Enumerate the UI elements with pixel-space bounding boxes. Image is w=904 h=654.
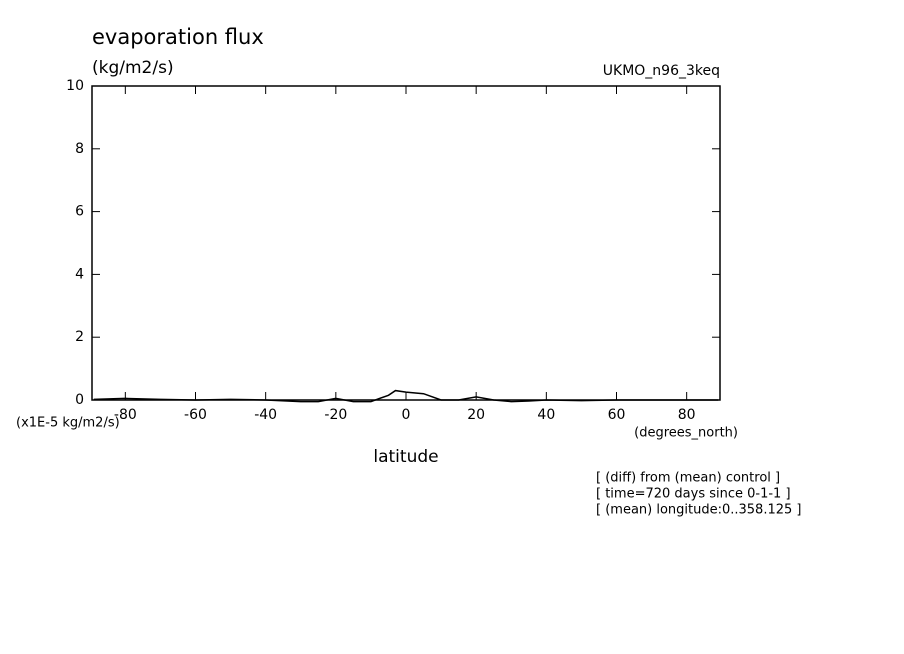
x-tick-label: -20 <box>324 407 347 423</box>
y-tick-label: 0 <box>75 392 84 408</box>
y-tick-label: 6 <box>75 204 84 220</box>
scale-label: (x1E-5 kg/m2/s) <box>16 416 120 431</box>
x-tick-label: 80 <box>678 407 696 423</box>
x-tick-label: -40 <box>254 407 277 423</box>
data-line <box>93 389 719 403</box>
y-tick-label: 2 <box>75 329 84 345</box>
x-tick-label: 40 <box>537 407 555 423</box>
x-tick-label: 0 <box>402 407 411 423</box>
note: [ (mean) longitude:0..358.125 ] <box>596 503 801 518</box>
y-tick-label: 8 <box>75 141 84 157</box>
x-tick-label: 20 <box>467 407 485 423</box>
chart-title: evaporation flux <box>92 25 264 49</box>
x-tick-label: 60 <box>608 407 626 423</box>
note: [ (diff) from (mean) control ] <box>596 471 780 486</box>
x-tick-label: -60 <box>184 407 207 423</box>
dataset-label: UKMO_n96_3keq <box>603 63 720 79</box>
units: (kg/m2/s) <box>92 58 174 78</box>
x-axis-label: latitude <box>373 447 438 467</box>
x-units: (degrees_north) <box>634 426 738 441</box>
y-tick-label: 4 <box>75 266 84 282</box>
note: [ time=720 days since 0-1-1 ] <box>596 487 791 502</box>
y-tick-label: 10 <box>66 78 84 94</box>
x-tick-label: -80 <box>114 407 137 423</box>
